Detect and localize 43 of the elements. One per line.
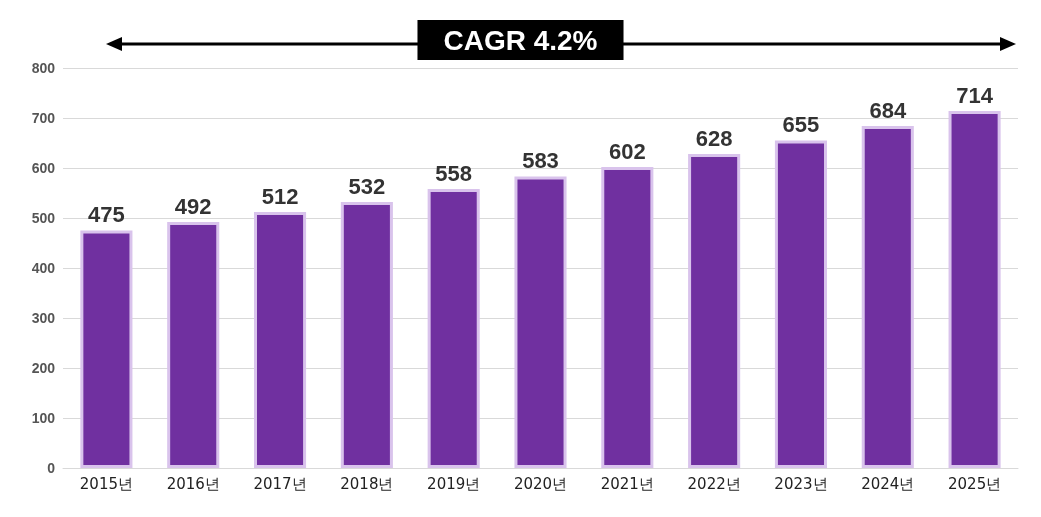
y-tick-label: 400 [31, 260, 56, 276]
bar [514, 176, 567, 468]
bar [340, 202, 393, 468]
bar [688, 154, 741, 468]
x-tick-label: 2025년 [948, 474, 1002, 493]
data-label: 714 [956, 82, 994, 108]
data-label: 492 [174, 193, 212, 219]
x-tick-label: 2015년 [79, 474, 133, 493]
y-tick-label: 700 [31, 110, 56, 126]
y-tick-label: 600 [31, 160, 56, 176]
bar [254, 212, 307, 468]
data-label: 532 [348, 173, 386, 199]
data-label: 475 [88, 202, 125, 227]
text: CAGR 4.2% [443, 24, 598, 56]
bar [861, 126, 914, 468]
data-label: 602 [608, 138, 646, 164]
bar [80, 230, 133, 468]
data-label: 684 [869, 97, 907, 123]
bar [774, 140, 827, 468]
y-tick-label: 0 [47, 460, 56, 476]
bar [427, 189, 480, 468]
x-tick-label: 2021년 [600, 474, 654, 493]
data-label: 655 [782, 112, 820, 137]
data-label: 628 [695, 125, 733, 151]
x-tick-label: 2024년 [861, 474, 915, 493]
x-tick-label: 2017년 [253, 474, 307, 493]
x-tick-label: 2022년 [687, 474, 741, 493]
data-label: 512 [261, 183, 299, 209]
data-label: 558 [435, 160, 473, 186]
x-tick-label: 2020년 [513, 474, 568, 493]
y-tick-label: 300 [31, 310, 56, 326]
y-tick-label: 800 [31, 60, 56, 76]
bar [948, 111, 1001, 468]
data-label: 583 [522, 148, 559, 173]
y-tick-label: 200 [31, 360, 56, 376]
bar [601, 167, 654, 468]
x-tick-label: 2019년 [427, 474, 481, 493]
y-tick-label: 500 [31, 210, 56, 226]
x-tick-label: 2023년 [774, 474, 828, 493]
y-tick-label: 100 [31, 410, 56, 426]
bar [167, 222, 220, 468]
x-tick-label: 2018년 [340, 474, 394, 493]
x-tick-label: 2016년 [166, 474, 220, 493]
